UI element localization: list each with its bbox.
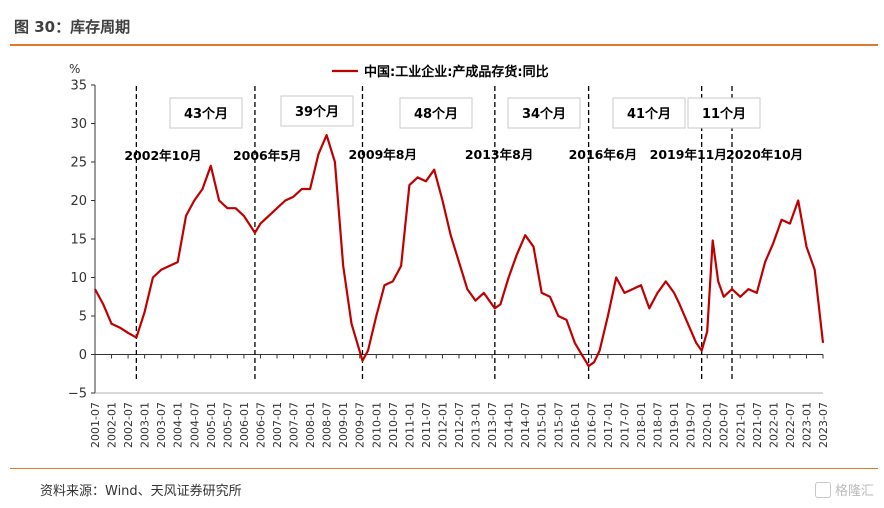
cycle-date-label: 2013年8月: [465, 147, 534, 162]
series-line: [94, 134, 825, 368]
x-tick-label: 2003-01: [139, 402, 152, 448]
watermark-logo-icon: [814, 481, 831, 498]
x-tick-label: 2016-01: [569, 402, 582, 448]
x-tick-label: 2008-01: [304, 402, 317, 448]
y-tick-label: 25: [70, 156, 87, 171]
cycle-date-label: 2009年8月: [348, 147, 417, 162]
x-tick-label: 2015-01: [536, 402, 549, 448]
cycle-duration-label: 11个月: [702, 106, 746, 122]
legend-label: 中国:工业企业:产成品存货:同比: [364, 64, 549, 80]
bottom-rule: [10, 468, 878, 469]
x-tick-label: 2009-01: [337, 402, 350, 448]
cycle-duration-label: 34个月: [522, 106, 566, 122]
y-tick-label: 10: [70, 271, 87, 286]
x-tick-label: 2017-07: [618, 402, 631, 448]
cycle-duration-box: [399, 97, 473, 129]
x-tick-label: 2003-07: [155, 402, 168, 448]
cycle-duration-box: [280, 95, 354, 127]
x-tick-label: 2005-07: [221, 402, 234, 448]
top-rule: [10, 44, 878, 46]
x-tick-label: 2020-07: [718, 402, 731, 448]
x-tick-label: 2021-07: [751, 402, 764, 448]
cycle-duration-label: 48个月: [414, 106, 458, 122]
x-tick-label: 2023-07: [817, 402, 830, 448]
x-tick-label: 2020-01: [701, 402, 714, 448]
y-tick-label: 35: [70, 79, 87, 94]
x-tick-label: 2009-07: [354, 402, 367, 448]
x-tick-label: 2019-07: [685, 402, 698, 448]
x-tick-label: 2018-01: [635, 402, 648, 448]
x-tick-label: 2006-01: [238, 402, 251, 448]
x-tick-label: 2004-07: [188, 402, 201, 448]
x-tick-label: 2010-01: [370, 402, 383, 448]
watermark-text: 格隆汇: [834, 484, 874, 499]
x-tick-label: 2014-01: [503, 402, 516, 448]
watermark: 格隆汇: [814, 480, 874, 499]
x-tick-label: 2002-01: [106, 402, 119, 448]
x-tick-label: 2016-07: [585, 402, 598, 448]
x-tick-label: 2012-01: [436, 402, 449, 448]
x-tick-label: 2014-07: [519, 402, 532, 448]
cycle-duration-label: 39个月: [295, 104, 339, 120]
figure-title: 图 30：库存周期: [14, 18, 131, 36]
x-tick-label: 2013-01: [470, 402, 483, 448]
source-note: 资料来源：Wind、天风证券研究所: [40, 484, 242, 499]
x-tick-label: 2001-07: [89, 402, 102, 448]
cycle-duration-box: [169, 97, 243, 129]
cycle-duration-label: 41个月: [627, 106, 671, 122]
y-tick-label: 0: [79, 348, 87, 363]
x-tick-label: 2013-07: [486, 402, 499, 448]
y-axis-unit: %: [69, 62, 80, 76]
cycle-date-label: 2002年10月: [124, 148, 201, 163]
x-tick-label: 2022-07: [784, 402, 797, 448]
x-tick-label: 2006-07: [254, 402, 267, 448]
cycle-date-label: 2006年5月: [233, 148, 302, 163]
x-tick-label: 2004-01: [172, 402, 185, 448]
cycle-duration-label: 43个月: [184, 106, 228, 122]
cycle-duration-box: [612, 97, 686, 129]
x-tick-label: 2015-07: [552, 402, 565, 448]
y-tick-label: 20: [70, 194, 87, 209]
cycle-date-label: 2016年6月: [569, 147, 638, 162]
x-tick-label: 2022-01: [767, 402, 780, 448]
cycle-date-label: 2020年10月: [726, 147, 803, 162]
y-tick-label: 15: [70, 233, 87, 248]
x-tick-label: 2019-01: [668, 402, 681, 448]
x-tick-label: 2011-01: [403, 402, 416, 448]
y-tick-label: 30: [70, 117, 87, 132]
x-tick-label: 2008-07: [321, 402, 334, 448]
cycle-duration-box: [507, 97, 581, 129]
x-tick-label: 2007-01: [271, 402, 284, 448]
x-tick-label: 2007-07: [288, 402, 301, 448]
x-tick-label: 2017-01: [602, 402, 615, 448]
y-tick-label: −5: [68, 387, 87, 402]
x-tick-label: 2005-01: [205, 402, 218, 448]
cycle-date-label: 2019年11月: [650, 147, 727, 162]
cycle-duration-box: [687, 97, 761, 129]
x-tick-label: 2010-07: [387, 402, 400, 448]
x-tick-label: 2011-07: [420, 402, 433, 448]
x-tick-label: 2002-07: [122, 402, 135, 448]
y-tick-label: 5: [79, 310, 87, 325]
x-tick-label: 2012-07: [453, 402, 466, 448]
x-tick-label: 2021-01: [734, 402, 747, 448]
x-tick-label: 2023-01: [800, 402, 813, 448]
x-tick-label: 2018-07: [652, 402, 665, 448]
